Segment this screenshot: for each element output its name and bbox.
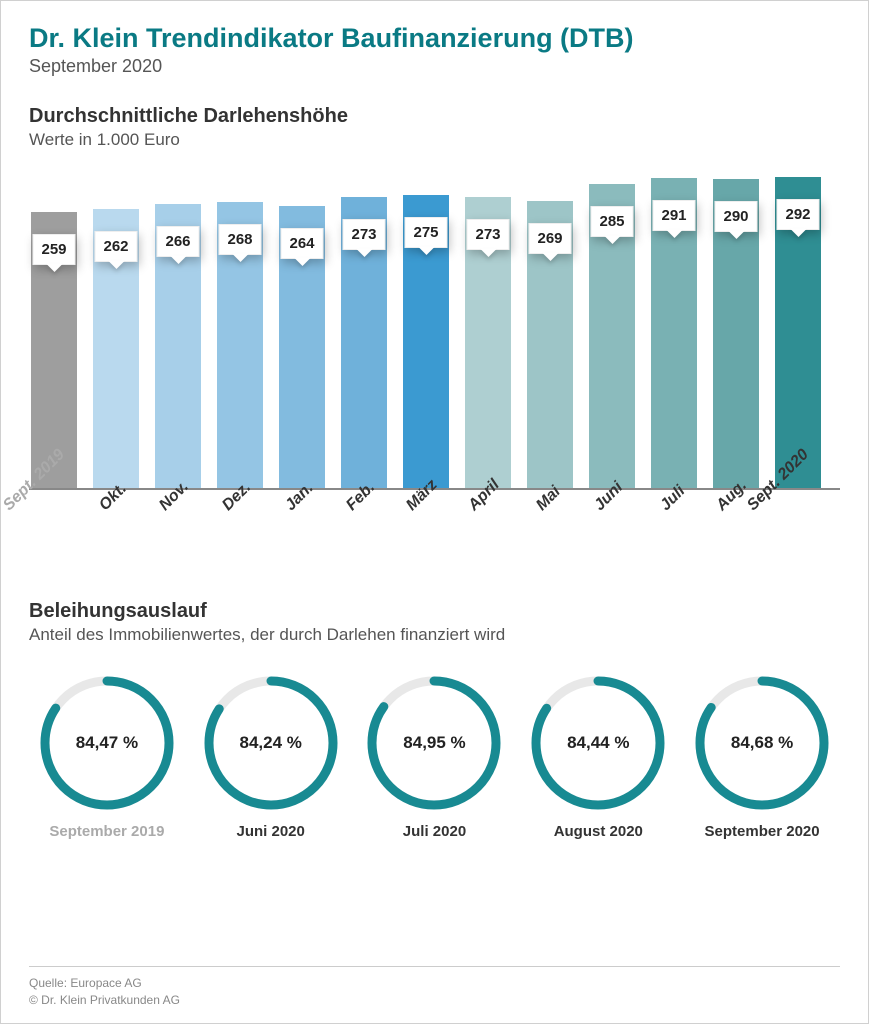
bar: 285 xyxy=(589,184,635,488)
bar-value-label: 259 xyxy=(32,234,75,265)
donut-section-title: Beleihungsauslauf xyxy=(29,600,840,623)
page-title: Dr. Klein Trendindikator Baufinanzierung… xyxy=(29,23,840,54)
bar-value-label: 268 xyxy=(218,224,261,255)
donut-ring: 84,47 % xyxy=(37,673,177,813)
footer: Quelle: Europace AG © Dr. Klein Privatku… xyxy=(29,966,840,1009)
bar-value-label: 273 xyxy=(466,219,509,250)
footer-source: Quelle: Europace AG xyxy=(29,975,840,992)
donut-item: 84,68 % September 2020 xyxy=(684,673,840,840)
bar-chart: 259262266268264273275273269285291290292 … xyxy=(29,160,840,570)
donut-percent: 84,47 % xyxy=(37,673,177,813)
donut-percent: 84,68 % xyxy=(692,673,832,813)
footer-copyright: © Dr. Klein Privatkunden AG xyxy=(29,992,840,1009)
bar: 292 xyxy=(775,177,821,488)
bar-chart-x-labels: Sept. 2019Okt.Nov.Dez.Jan.Feb.MärzAprilM… xyxy=(29,492,840,570)
donut-section-subtitle: Anteil des Immobilienwertes, der durch D… xyxy=(29,625,840,645)
page: Dr. Klein Trendindikator Baufinanzierung… xyxy=(0,0,869,1024)
donut-row: 84,47 %September 201984,24 %Juni 202084,… xyxy=(29,673,840,840)
bar: 264 xyxy=(279,206,325,488)
donut-label: August 2020 xyxy=(554,823,643,840)
donut-label: September 2020 xyxy=(705,823,820,840)
donut-item: 84,24 % Juni 2020 xyxy=(193,673,349,840)
bar: 275 xyxy=(403,195,449,488)
donut-ring: 84,24 % xyxy=(201,673,341,813)
donut-label: Juli 2020 xyxy=(403,823,466,840)
bar-section-subtitle: Werte in 1.000 Euro xyxy=(29,130,840,150)
bar: 266 xyxy=(155,204,201,488)
page-subtitle: September 2020 xyxy=(29,56,840,77)
bar-value-label: 264 xyxy=(280,228,323,259)
bar: 262 xyxy=(93,209,139,488)
donut-percent: 84,24 % xyxy=(201,673,341,813)
bar-value-label: 291 xyxy=(652,200,695,231)
bar: 291 xyxy=(651,178,697,488)
donut-ring: 84,44 % xyxy=(528,673,668,813)
donut-label: September 2019 xyxy=(49,823,164,840)
donut-item: 84,95 % Juli 2020 xyxy=(357,673,513,840)
bar-value-label: 273 xyxy=(342,219,385,250)
donut-item: 84,44 % August 2020 xyxy=(520,673,676,840)
bar-section-title: Durchschnittliche Darlehenshöhe xyxy=(29,105,840,128)
donut-ring: 84,68 % xyxy=(692,673,832,813)
donut-label: Juni 2020 xyxy=(237,823,305,840)
bar: 269 xyxy=(527,201,573,488)
bar-chart-area: 259 262 266 268 264 273 275 273 269 285 291 290 292 xyxy=(29,170,840,490)
donut-percent: 84,44 % xyxy=(528,673,668,813)
bar: 273 xyxy=(465,197,511,488)
bar-value-label: 269 xyxy=(528,223,571,254)
bar-value-label: 275 xyxy=(404,217,447,248)
bar-value-label: 266 xyxy=(156,226,199,257)
bar: 268 xyxy=(217,202,263,488)
bar: 290 xyxy=(713,179,759,488)
bar-value-label: 292 xyxy=(776,199,819,230)
donut-ring: 84,95 % xyxy=(364,673,504,813)
bar-value-label: 290 xyxy=(714,201,757,232)
bar-value-label: 285 xyxy=(590,206,633,237)
bar: 273 xyxy=(341,197,387,488)
bar-value-label: 262 xyxy=(94,231,137,262)
donut-item: 84,47 % September 2019 xyxy=(29,673,185,840)
donut-percent: 84,95 % xyxy=(364,673,504,813)
